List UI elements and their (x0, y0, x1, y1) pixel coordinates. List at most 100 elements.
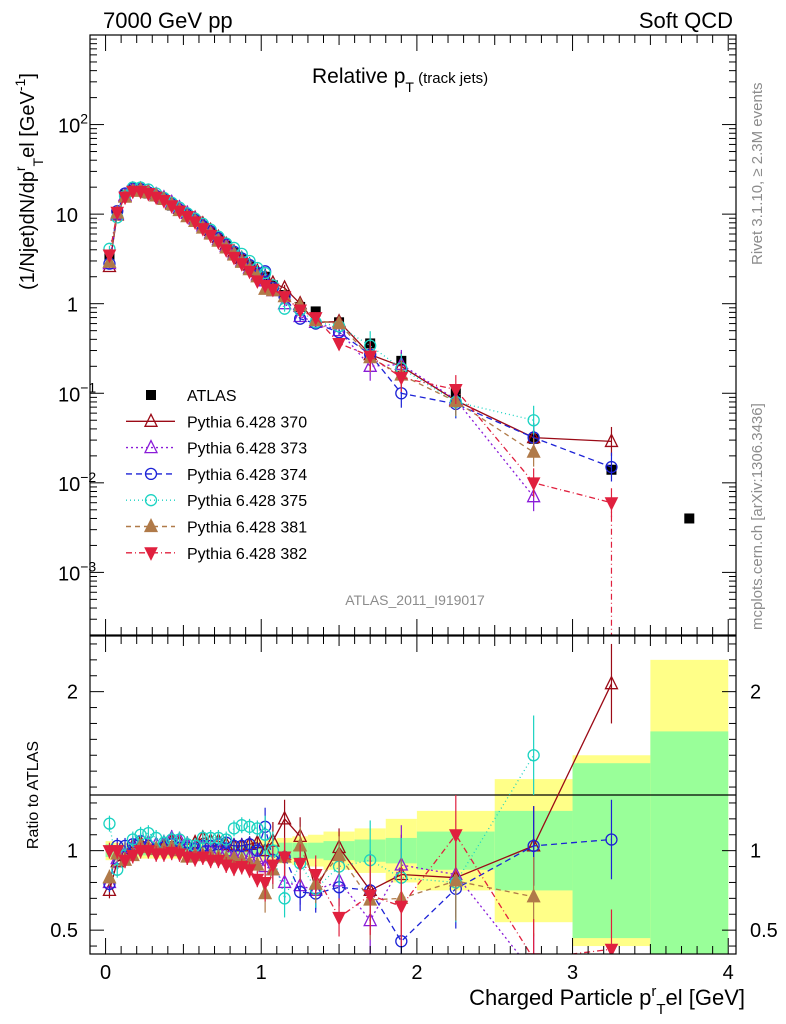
x-tick-label: 3 (567, 962, 578, 984)
ratio-point (212, 831, 225, 845)
ratio-point (111, 863, 124, 876)
ratio-y-label: Ratio to ATLAS (25, 741, 42, 849)
legend-entry: ATLAS (146, 388, 237, 405)
data-point (605, 460, 618, 474)
ratio-point (527, 749, 540, 762)
mcplots-label: mcplots.cern.ch [arXiv:1306.3436] (749, 403, 766, 630)
ratio-point (277, 810, 292, 825)
ratio-panel: 0.5 0.5 1 1 2 2 0 1 2 3 4 Ratio to ATLAS Charged P… (25, 635, 778, 1018)
legend-entry: Pythia 6.428 374 (126, 467, 307, 484)
ratio-y-tick-label: 2 (67, 682, 78, 704)
series-6 (102, 185, 619, 518)
ratio-y-tick-label: 2 (750, 682, 761, 704)
data-point (196, 223, 210, 237)
ratio-point (363, 889, 378, 904)
ratio-point (235, 819, 248, 832)
legend-entry: Pythia 6.428 373 (126, 439, 307, 458)
ratio-frame (89, 635, 737, 955)
legend-marker (143, 412, 159, 427)
ratio-point (251, 844, 264, 857)
data-point (684, 513, 695, 524)
ratio-point (277, 851, 292, 866)
data-point (110, 206, 125, 221)
ratio-point (448, 829, 463, 843)
legend-entry: Pythia 6.428 370 (126, 412, 307, 431)
data-point (118, 191, 132, 206)
main-frame (89, 34, 737, 636)
ratio-point (604, 675, 619, 690)
ratio-point (204, 831, 217, 845)
ratio-y-tick-label: 1 (67, 841, 78, 863)
ratio-point (527, 839, 540, 853)
rivet-label: Rivet 3.1.10, ≥ 2.3M events (749, 83, 766, 266)
data-point (102, 249, 117, 264)
legend-entry: Pythia 6.428 382 (126, 546, 307, 563)
ratio-point (605, 833, 618, 846)
series-4 (103, 181, 540, 435)
x-tick-label: 2 (411, 962, 422, 984)
main-panel: 102 10 1 10−1 10−2 10−3 Relative pT (track je… (12, 34, 737, 636)
x-axis-label: Charged Particle prTel [GeV] (469, 983, 745, 1018)
series-3 (103, 182, 618, 482)
series-line (108, 188, 535, 498)
legend-label: Pythia 6.428 382 (187, 546, 307, 563)
analysis-label: ATLAS_2011_I919017 (345, 592, 485, 608)
data-point (277, 291, 292, 305)
ratio-point (243, 838, 256, 851)
group-label: Soft QCD (639, 8, 733, 33)
data-point (211, 236, 226, 250)
data-point (526, 443, 541, 458)
data-point (219, 244, 234, 258)
legend-marker (144, 494, 158, 507)
legend-label: Pythia 6.428 373 (187, 441, 307, 458)
ratio-point (102, 869, 117, 884)
data-point (203, 229, 218, 244)
ratio-point (293, 885, 307, 899)
x-tick-label: 0 (100, 962, 111, 984)
legend-marker (143, 439, 159, 454)
data-point (526, 477, 541, 491)
ratio-point (251, 822, 264, 835)
x-tick-label: 1 (256, 962, 267, 984)
series-5 (102, 181, 541, 467)
legend: ATLAS Pythia 6.428 370 Pythia 6.428 373 Pyt… (126, 388, 307, 563)
data-point (242, 265, 257, 280)
ratio-point (110, 845, 125, 859)
ratio-point (332, 911, 346, 926)
data-point (526, 488, 541, 503)
ratio-point (332, 846, 347, 862)
data-point (332, 315, 347, 330)
ratio-point (526, 953, 541, 954)
ratio-y-tick-label: 0.5 (750, 920, 778, 942)
legend-marker (144, 467, 158, 481)
x-tick-label: 4 (723, 962, 734, 984)
data-point (308, 312, 323, 326)
data-point (332, 322, 347, 337)
y-axis-label: (1/Njet)dN/dprTel [GeV-1] (12, 73, 46, 290)
ratio-point (604, 943, 619, 954)
ratio-point (308, 869, 323, 883)
ratio-point (526, 888, 541, 903)
legend-entry: Pythia 6.428 381 (126, 518, 307, 537)
y-tick-label: 10 (56, 205, 78, 227)
ratio-point (278, 892, 291, 905)
uncertainty-band-inner (650, 731, 729, 954)
data-point (604, 432, 619, 448)
ratio-point (118, 854, 132, 869)
ratio-point (293, 857, 307, 872)
legend-label: Pythia 6.428 370 (187, 414, 307, 431)
data-point (394, 371, 409, 386)
ratio-point (227, 862, 241, 877)
series-line (108, 188, 612, 443)
ratio-point (258, 828, 272, 841)
legend-label: Pythia 6.428 381 (187, 520, 307, 537)
legend-label: Pythia 6.428 375 (187, 493, 307, 510)
data-point (234, 258, 249, 272)
ratio-point (243, 820, 256, 833)
legend-label: Pythia 6.428 374 (187, 467, 307, 484)
ratio-point (157, 848, 171, 862)
ratio-point (188, 853, 202, 867)
ratio-point (103, 817, 116, 830)
series-line (108, 186, 534, 421)
